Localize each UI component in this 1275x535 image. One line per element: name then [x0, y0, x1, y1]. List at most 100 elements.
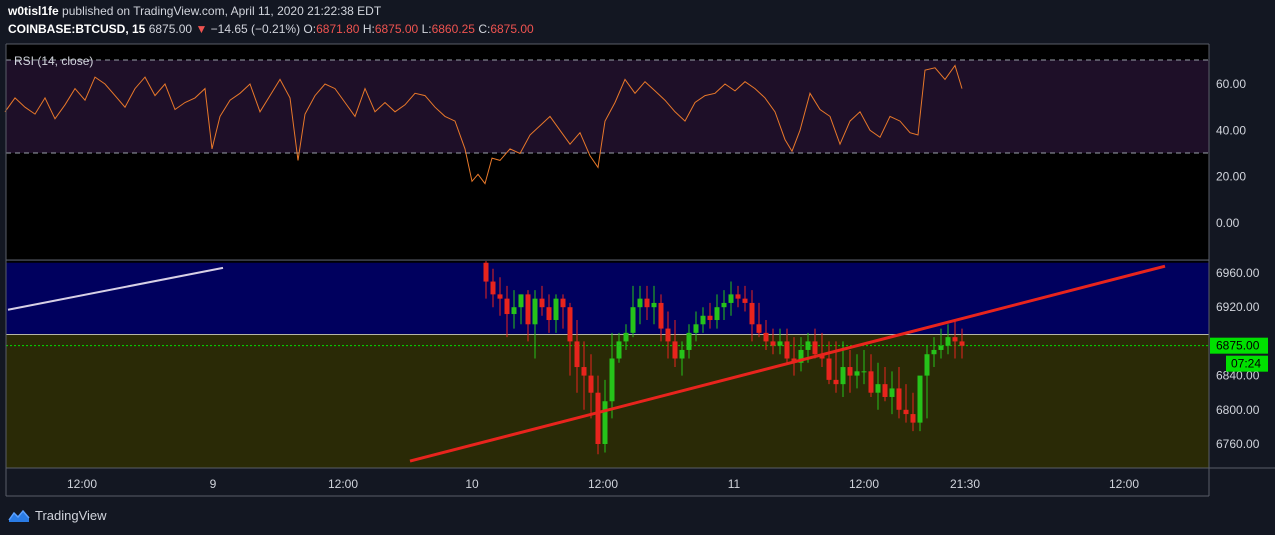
last-price: 6875.00 [148, 22, 193, 36]
footer-brand[interactable]: TradingView [8, 508, 107, 523]
time-tick-label: 12:00 [588, 477, 618, 491]
candle-body [854, 371, 860, 376]
candle-body [903, 409, 909, 415]
candle-body [833, 379, 839, 385]
high-value: 6875.00 [374, 22, 419, 36]
last-price-label-bg [1210, 337, 1268, 354]
candle-body [609, 358, 615, 402]
candle-body [938, 345, 944, 350]
candle-body [525, 294, 531, 325]
candle-body [917, 375, 923, 423]
candle-body [490, 281, 496, 295]
rsi-series-line [4, 64, 963, 185]
time-tick-label: 12:00 [328, 477, 358, 491]
candle-body [924, 354, 930, 376]
rsi-title: RSI (14, close) [14, 54, 93, 68]
candle-body [798, 349, 804, 363]
price-axis: 6960.00 6920.00 6840.00 6800.00 6760.00 6875.… [1210, 266, 1268, 451]
candle-body [875, 384, 881, 393]
rsi-tick-label: 40.00 [1216, 123, 1246, 137]
open-label: O: [303, 22, 317, 36]
close-label: C: [478, 22, 491, 36]
price-tick-label: 6960.00 [1216, 266, 1260, 280]
candle-body [896, 388, 902, 410]
white-trendline[interactable] [7, 266, 224, 311]
candle-body [931, 349, 937, 355]
candles [483, 261, 965, 455]
candle-body [672, 341, 678, 359]
time-tick-label: 12:00 [849, 477, 879, 491]
red-trendline[interactable] [409, 264, 1166, 463]
candle-body [784, 341, 790, 359]
candle-body [588, 375, 594, 393]
rsi-tick-label: 60.00 [1216, 77, 1246, 91]
candle-body [546, 307, 552, 321]
candle-body [749, 302, 755, 325]
time-axis[interactable]: 12:00 9 12:00 10 12:00 11 12:00 21:30 12:00 [67, 477, 1139, 491]
candle-body [539, 298, 545, 308]
candle-body [518, 294, 524, 308]
candle-body [882, 384, 888, 397]
published-text: published on TradingView.com, April 11, … [62, 4, 382, 18]
candle-body [910, 414, 916, 423]
candle-body [665, 328, 671, 342]
price-tick-label: 6840.00 [1216, 369, 1260, 383]
candle-body [560, 298, 566, 308]
candle-body [511, 307, 517, 315]
candle-body [707, 315, 713, 321]
open-value: 6871.80 [316, 22, 360, 36]
candle-body [497, 294, 503, 299]
countdown-label: 07:24 [1231, 357, 1261, 371]
time-tick-label: 12:00 [67, 477, 97, 491]
candle-body [693, 324, 699, 333]
candle-body [679, 349, 685, 359]
tradingview-logo-icon [8, 509, 30, 522]
candle-body [581, 367, 587, 376]
high-label: H: [362, 22, 375, 36]
candle-body [644, 298, 650, 308]
candle-body [742, 298, 748, 303]
change-arrow-icon: ▼ [195, 22, 208, 36]
candle-body [952, 337, 958, 342]
candle-body [574, 341, 580, 368]
rsi-tick-label: 0.00 [1216, 216, 1240, 230]
candle-body [630, 307, 636, 333]
candle-body [728, 294, 734, 303]
candle-body [483, 262, 489, 282]
candle-body [847, 367, 853, 376]
low-value: 6860.25 [431, 22, 475, 36]
symbol-info: COINBASE:BTCUSD, 15 6875.00 ▼ −14.65 (−0… [8, 22, 534, 36]
candle-body [721, 302, 727, 308]
rsi-band [6, 60, 1209, 153]
candle-body [889, 388, 895, 397]
candle-body [826, 358, 832, 380]
low-label: L: [421, 22, 432, 36]
price-tick-label: 6920.00 [1216, 300, 1260, 314]
candle-body [532, 298, 538, 325]
candle-body [735, 294, 741, 299]
publisher-name: w0tisl1fe [8, 4, 59, 18]
price-tick-label: 6760.00 [1216, 437, 1260, 451]
candle-body [756, 324, 762, 333]
candle-body [959, 341, 965, 346]
upper-zone [6, 262, 1209, 335]
candle-body [770, 341, 776, 346]
time-tick-label: 9 [210, 477, 217, 491]
price-tick-label: 6800.00 [1216, 403, 1260, 417]
price-change: −14.65 (−0.21%) [210, 22, 301, 36]
candle-body [861, 371, 867, 373]
candle-body [868, 371, 874, 393]
last-price-label: 6875.00 [1216, 339, 1260, 353]
candle-body [840, 367, 846, 385]
time-tick-label: 11 [728, 477, 741, 491]
chart-canvas[interactable]: RSI (14, close) 60.00 40.00 20.00 0.00 6960… [0, 0, 1275, 500]
time-tick-label: 12:00 [1109, 477, 1139, 491]
candle-body [658, 302, 664, 329]
candle-body [686, 332, 692, 350]
candle-body [777, 341, 783, 346]
publish-info: w0tisl1fe published on TradingView.com, … [8, 4, 381, 18]
candle-body [812, 341, 818, 355]
symbol-label: COINBASE:BTCUSD, 15 [8, 22, 146, 36]
brand-name: TradingView [35, 508, 107, 523]
candle-body [805, 341, 811, 350]
